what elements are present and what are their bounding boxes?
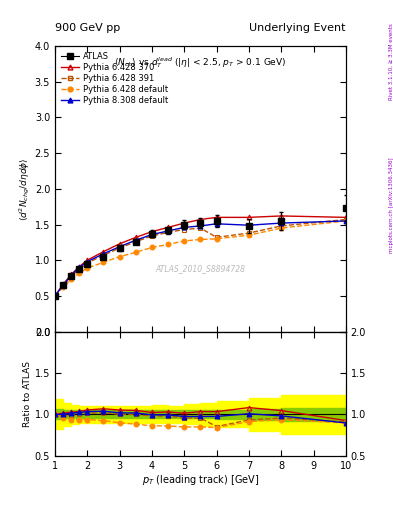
Text: $\langle N_{ch}\rangle$ vs $d_T^{lead}$ ($|\eta|$ < 2.5, $p_T$ > 0.1 GeV): $\langle N_{ch}\rangle$ vs $d_T^{lead}$ … bbox=[114, 55, 286, 70]
Text: Rivet 3.1.10, ≥ 3.3M events: Rivet 3.1.10, ≥ 3.3M events bbox=[389, 23, 393, 100]
Y-axis label: Ratio to ATLAS: Ratio to ATLAS bbox=[23, 360, 32, 426]
Text: ATLAS_2010_S8894728: ATLAS_2010_S8894728 bbox=[155, 264, 246, 273]
Text: mcplots.cern.ch [arXiv:1306.3436]: mcplots.cern.ch [arXiv:1306.3436] bbox=[389, 157, 393, 252]
Text: 900 GeV pp: 900 GeV pp bbox=[55, 23, 120, 33]
Text: Underlying Event: Underlying Event bbox=[249, 23, 346, 33]
X-axis label: $p_T$ (leading track) [GeV]: $p_T$ (leading track) [GeV] bbox=[142, 473, 259, 487]
Y-axis label: $\langle d^2 N_{chg}/d\eta d\phi \rangle$: $\langle d^2 N_{chg}/d\eta d\phi \rangle… bbox=[17, 157, 32, 221]
Legend: ATLAS, Pythia 6.428 370, Pythia 6.428 391, Pythia 6.428 default, Pythia 8.308 de: ATLAS, Pythia 6.428 370, Pythia 6.428 39… bbox=[59, 50, 169, 107]
